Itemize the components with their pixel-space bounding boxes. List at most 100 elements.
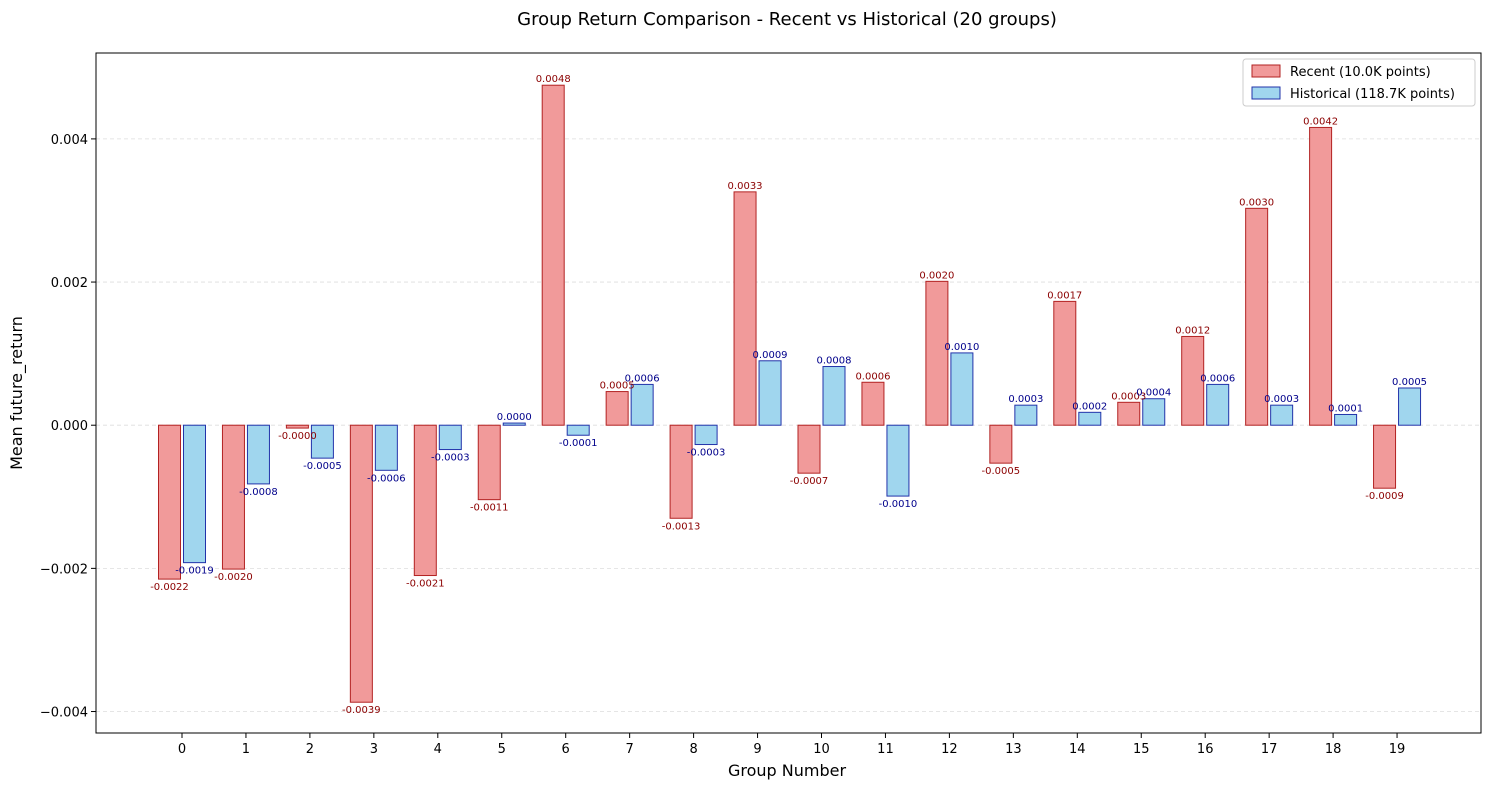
bar-historical	[1014, 404, 1038, 426]
bar-value-label: 0.0004	[1136, 388, 1171, 399]
x-tick-label: 4	[434, 742, 442, 757]
data-labels: -0.0022 -0.0020 -0.0000 -0.0039 -0.0021 -0.00…	[150, 74, 1427, 716]
bar-value-label: 0.0006	[625, 373, 660, 384]
bar-historical	[1334, 413, 1358, 426]
x-tick-label: 5	[498, 742, 506, 757]
bar-historical	[1078, 411, 1102, 426]
x-axis-label: Group Number	[728, 761, 846, 780]
bar-recent	[477, 424, 501, 501]
x-tick-label: 0	[178, 742, 186, 757]
legend: Recent (10.0K points) Historical (118.7K …	[1242, 58, 1476, 107]
x-tick-label: 9	[753, 742, 761, 757]
bar-value-label: 0.0001	[1328, 403, 1363, 414]
bar-recent	[797, 424, 821, 474]
bar-value-label: 0.0003	[1264, 394, 1299, 405]
bar-recent	[861, 381, 885, 426]
bar-value-label: -0.0020	[214, 572, 253, 583]
bar-value-label: -0.0006	[367, 473, 406, 484]
bar-value-label: -0.0021	[406, 579, 445, 590]
x-tick-label: 15	[1133, 742, 1150, 757]
x-tick-label: 16	[1197, 742, 1214, 757]
bar-value-label: 0.0042	[1303, 116, 1338, 127]
bar-recent	[1245, 207, 1269, 426]
bar-value-label: -0.0005	[982, 466, 1021, 477]
bar-value-label: 0.0003	[1008, 394, 1043, 405]
x-tick-label: 17	[1261, 742, 1278, 757]
bar-value-label: -0.0003	[431, 453, 470, 464]
x-tick-label: 13	[1005, 742, 1022, 757]
bar-historical	[1206, 383, 1230, 426]
bar-historical	[694, 424, 718, 446]
bar-historical	[758, 360, 782, 426]
bar-value-label: -0.0000	[278, 431, 317, 442]
x-tick-label: 7	[626, 742, 634, 757]
bar-recent	[669, 424, 693, 519]
bar-recent	[1053, 300, 1077, 426]
bar-historical	[822, 366, 846, 426]
x-tick-label: 19	[1389, 742, 1406, 757]
bar-recent	[605, 391, 629, 426]
bar-recent	[541, 84, 565, 426]
bar-recent	[1117, 401, 1141, 426]
x-tick-label: 11	[877, 742, 894, 757]
bar-value-label: 0.0003	[1111, 391, 1146, 402]
bar-historical	[310, 424, 334, 459]
bar-historical	[1270, 404, 1294, 426]
bar-value-label: 0.0009	[753, 350, 788, 361]
y-tick-label: 0.000	[51, 419, 88, 434]
bar-value-label: -0.0003	[687, 448, 726, 459]
bar-recent	[158, 424, 181, 580]
bar-value-label: 0.0010	[944, 342, 979, 353]
bar-value-label: -0.0011	[470, 503, 509, 514]
bar-value-label: 0.0005	[600, 381, 635, 392]
bar-historical	[438, 424, 462, 451]
bar-value-label: 0.0030	[1239, 197, 1274, 208]
bars	[158, 84, 1422, 703]
bar-value-label: 0.0017	[1047, 290, 1082, 301]
bar-value-label: 0.0006	[1200, 373, 1235, 384]
x-tick-label: 10	[813, 742, 830, 757]
bar-historical	[566, 424, 590, 436]
bar-value-label: 0.0008	[817, 356, 852, 367]
bar-historical	[374, 424, 398, 471]
x-axis: 0 1 2 3 4 5 6 7 8 9 10 11 12 13 14 15 16 17 18 19	[178, 733, 1405, 757]
bar-historical	[630, 383, 654, 426]
bar-recent	[1373, 424, 1397, 489]
bar-historical	[1398, 387, 1422, 426]
bar-value-label: -0.0009	[1365, 491, 1404, 502]
x-tick-label: 14	[1069, 742, 1086, 757]
bar-value-label: -0.0005	[303, 461, 342, 472]
bar-value-label: 0.0000	[497, 412, 532, 423]
bar-value-label: 0.0006	[855, 371, 890, 382]
x-tick-label: 12	[941, 742, 958, 757]
bar-recent	[733, 191, 757, 426]
bar-value-label: 0.0002	[1072, 401, 1107, 412]
bar-historical	[246, 424, 270, 485]
bar-value-label: -0.0007	[790, 476, 829, 487]
bar-value-label: -0.0039	[342, 705, 381, 716]
bar-value-label: 0.0033	[728, 181, 763, 192]
bar-recent	[989, 424, 1013, 464]
x-tick-label: 8	[689, 742, 697, 757]
legend-swatch	[1251, 86, 1281, 100]
bar-value-label: -0.0019	[175, 566, 214, 577]
y-tick-label: −0.002	[40, 562, 88, 577]
bar-recent	[221, 424, 245, 570]
bar-historical	[183, 424, 206, 564]
x-tick-label: 1	[242, 742, 250, 757]
x-tick-label: 6	[562, 742, 570, 757]
bar-recent	[1309, 126, 1333, 426]
bar-value-label: 0.0048	[536, 74, 571, 85]
bar-historical	[886, 424, 910, 497]
bar-value-label: -0.0001	[559, 438, 598, 449]
bar-historical	[950, 352, 974, 426]
bar-value-label: 0.0020	[919, 270, 954, 281]
y-tick-label: −0.004	[40, 706, 88, 721]
y-axis: −0.004 −0.002 0.000 0.002 0.004	[40, 133, 96, 721]
bar-recent	[1181, 335, 1205, 426]
x-tick-label: 3	[370, 742, 378, 757]
bar-recent	[413, 424, 437, 577]
bar-value-label: -0.0013	[662, 521, 701, 532]
bar-recent	[349, 424, 373, 703]
